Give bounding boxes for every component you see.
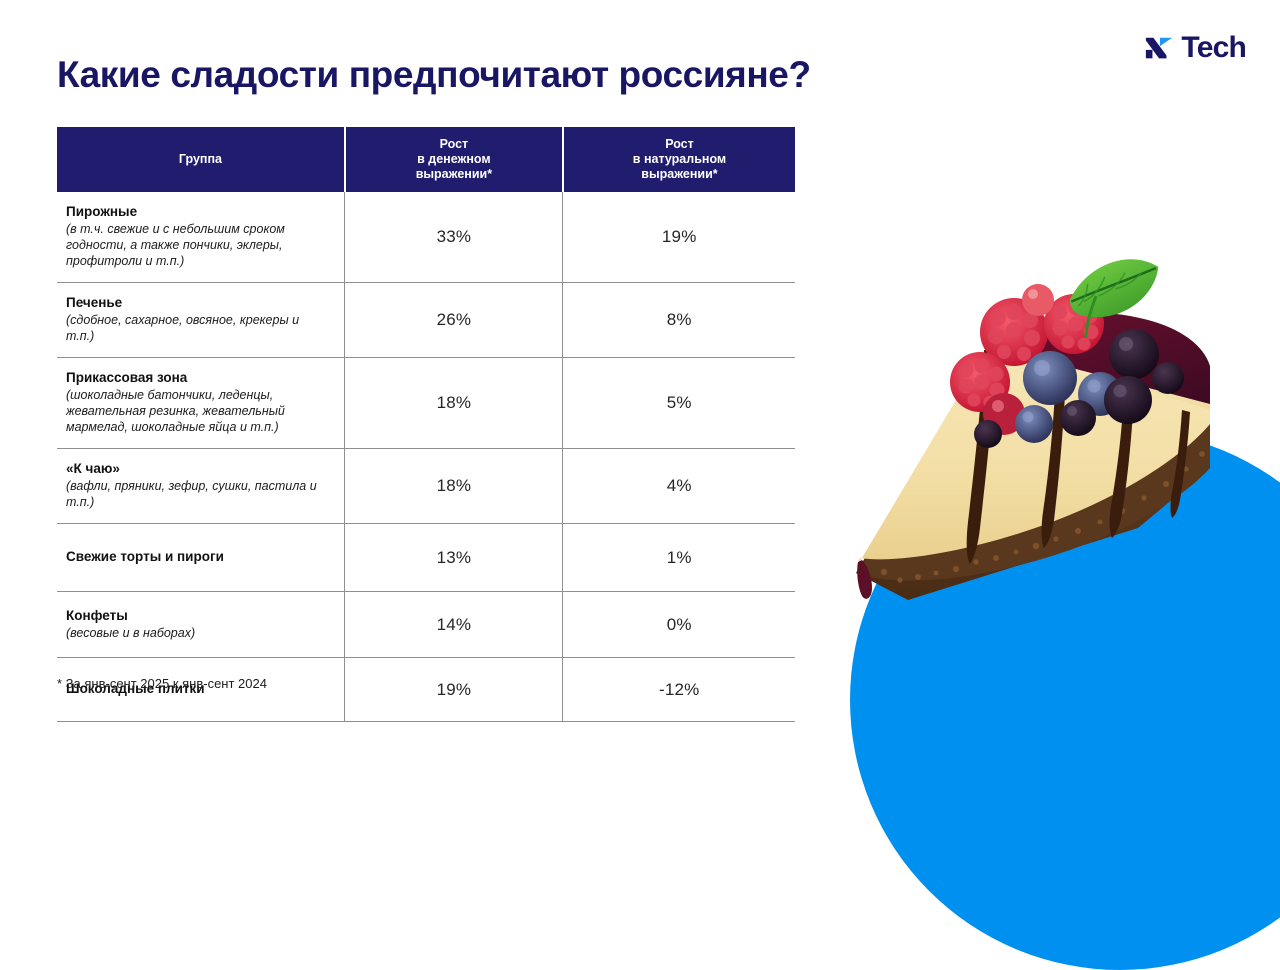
money-growth-value: 26%	[344, 282, 563, 358]
table-row: Конфеты (весовые и в наборах) 14% 0%	[57, 591, 795, 658]
volume-growth-value: -12%	[562, 657, 795, 722]
group-name: Шоколадные плитки	[66, 681, 205, 696]
column-header-money-line3: выражении*	[415, 167, 493, 181]
money-growth-value: 18%	[344, 357, 563, 449]
table-body: Пирожные (в т.ч. свежие и с небольшим ср…	[57, 192, 795, 722]
brand-logo-text: Tech	[1181, 31, 1246, 64]
column-header-money-line1: Рост	[439, 137, 469, 151]
volume-growth-value: 0%	[562, 591, 795, 658]
table-header: Группа Рост в денежном выражении* Рост в…	[57, 127, 795, 192]
group-description: (вафли, пряники, зефир, сушки, пастила и…	[66, 479, 317, 509]
row-group-cell: Шоколадные плитки	[57, 657, 345, 722]
group-description: (шоколадные батончики, леденцы, жеватель…	[66, 388, 285, 434]
row-group-cell: Прикассовая зона (шоколадные батончики, …	[57, 357, 345, 449]
table-row: Шоколадные плитки 19% -12%	[57, 657, 795, 722]
column-header-group: Группа	[57, 127, 345, 192]
table-row: «К чаю» (вафли, пряники, зефир, сушки, п…	[57, 448, 795, 524]
column-header-volume-growth: Рост в натуральном выражении*	[561, 127, 795, 192]
row-group-cell: Свежие торты и пироги	[57, 523, 345, 592]
row-group-cell: Конфеты (весовые и в наборах)	[57, 591, 345, 658]
blue-circle-decoration	[850, 430, 1280, 970]
group-name: Конфеты	[66, 607, 128, 623]
column-header-volume-line2: в натуральном	[632, 152, 727, 166]
column-header-money-line2: в денежном	[417, 152, 491, 166]
page-title: Какие сладости предпочитают россияне?	[57, 53, 811, 95]
table-row: Пирожные (в т.ч. свежие и с небольшим ср…	[57, 192, 795, 283]
row-group-cell: Печенье (сдобное, сахарное, овсяное, кре…	[57, 282, 345, 358]
row-group-cell: «К чаю» (вафли, пряники, зефир, сушки, п…	[57, 448, 345, 524]
volume-growth-value: 5%	[562, 357, 795, 449]
volume-growth-value: 8%	[562, 282, 795, 358]
volume-growth-value: 19%	[562, 192, 795, 283]
table-row: Прикассовая зона (шоколадные батончики, …	[57, 357, 795, 449]
table-row: Свежие торты и пироги 13% 1%	[57, 523, 795, 592]
volume-growth-value: 1%	[562, 523, 795, 592]
group-name: Пирожные	[66, 204, 138, 219]
volume-growth-value: 4%	[562, 448, 795, 524]
column-header-volume-line1: Рост	[665, 137, 694, 151]
row-group-cell: Пирожные (в т.ч. свежие и с небольшим ср…	[57, 192, 345, 283]
money-growth-value: 13%	[344, 523, 563, 592]
money-growth-value: 19%	[344, 657, 563, 722]
group-name: Прикассовая зона	[66, 370, 188, 385]
group-name: «К чаю»	[66, 461, 120, 476]
n-monogram-icon	[1146, 37, 1173, 59]
group-description: (сдобное, сахарное, овсяное, крекеры и т…	[66, 313, 300, 343]
brand-logo: Tech	[1144, 31, 1247, 64]
money-growth-value: 18%	[344, 448, 563, 524]
column-header-volume-line3: выражении*	[641, 167, 718, 181]
footnote: * За янв-сент 2025 к янв-сент 2024	[57, 676, 267, 691]
sweets-growth-table: Группа Рост в денежном выражении* Рост в…	[57, 127, 795, 722]
money-growth-value: 33%	[344, 192, 563, 283]
table-header-row: Группа Рост в денежном выражении* Рост в…	[57, 127, 795, 192]
group-description: (весовые и в наборах)	[66, 625, 196, 640]
column-header-money-growth: Рост в денежном выражении*	[343, 127, 563, 192]
group-description: (в т.ч. свежие и с небольшим сроком годн…	[66, 222, 285, 268]
group-name: Печенье	[66, 295, 123, 310]
money-growth-value: 14%	[344, 591, 563, 658]
group-name: Свежие торты и пироги	[66, 549, 224, 564]
table-row: Печенье (сдобное, сахарное, овсяное, кре…	[57, 282, 795, 358]
